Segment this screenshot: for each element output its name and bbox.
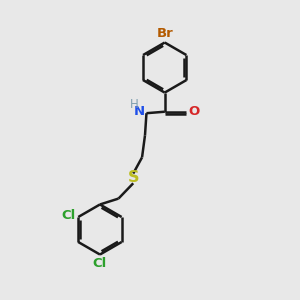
Text: Cl: Cl — [93, 257, 107, 271]
Text: Cl: Cl — [61, 209, 75, 222]
Text: O: O — [188, 105, 200, 118]
Text: N: N — [134, 105, 145, 118]
Text: H: H — [130, 98, 139, 111]
Text: Br: Br — [156, 27, 173, 40]
Text: S: S — [128, 170, 139, 185]
